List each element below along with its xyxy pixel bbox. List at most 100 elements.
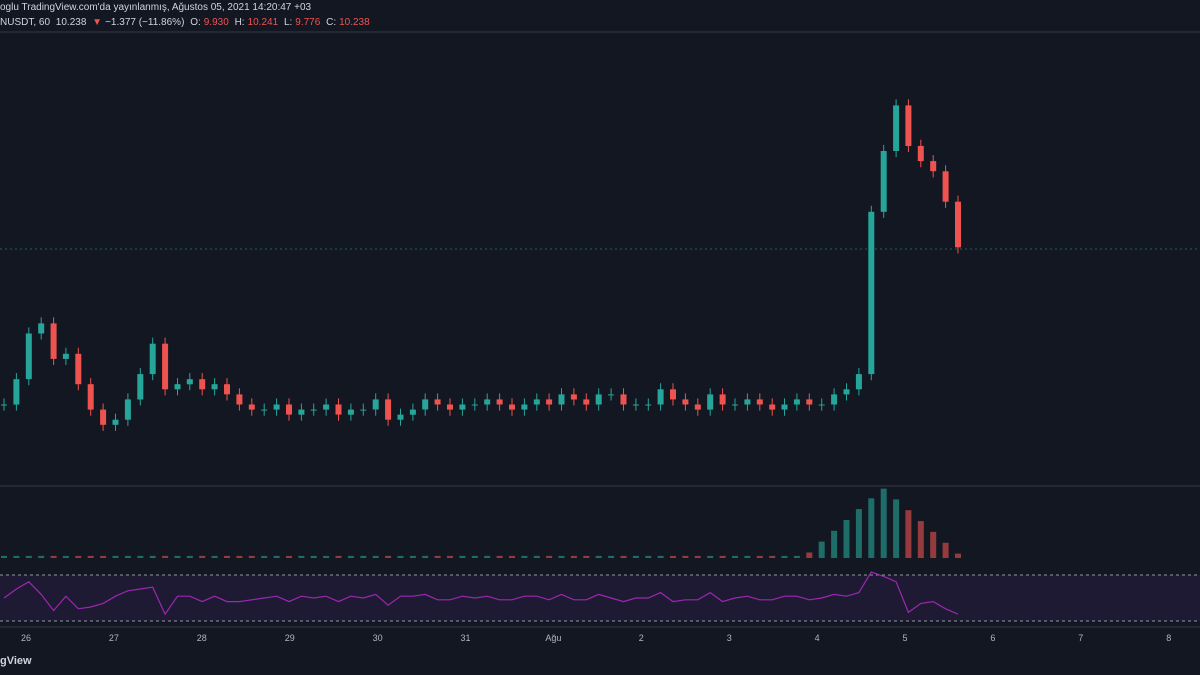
volume-bar xyxy=(880,488,887,558)
volume-bar xyxy=(831,530,838,558)
volume-bar xyxy=(25,555,32,558)
volume-bar xyxy=(570,555,577,558)
volume-bar xyxy=(162,555,169,558)
volume-bar xyxy=(224,555,230,558)
x-tick-label: 26 xyxy=(21,633,31,643)
volume-bar xyxy=(868,498,875,558)
ohlc-legend: NUSDT, 60 10.238 ▼ −1.377 (−11.86%) O: 9.9… xyxy=(0,17,373,31)
x-tick-label: Ağu xyxy=(545,633,561,643)
candle-body xyxy=(645,404,652,406)
candle-body xyxy=(199,379,206,390)
candle-body xyxy=(174,384,181,390)
candle-body xyxy=(769,404,776,410)
publish-info: oglu TradingView.com'da yayınlanmış, Ağu… xyxy=(0,2,312,13)
time-axis: 26 27 28 29 30 31 Ağu 2 3 4 5 6 7 8 xyxy=(21,633,1171,643)
volume-bar xyxy=(422,555,429,558)
volume-bar xyxy=(137,555,144,558)
candle-body xyxy=(620,394,627,405)
volume-bar xyxy=(310,555,317,558)
x-tick-label: 28 xyxy=(197,633,207,643)
volume-bar xyxy=(546,555,553,558)
volume-bar xyxy=(905,510,912,558)
high-label: H: xyxy=(234,17,245,28)
candle-body xyxy=(248,404,255,410)
volume-bar xyxy=(75,555,82,558)
candle-body xyxy=(87,384,94,410)
candle-body xyxy=(806,399,813,405)
candle-body xyxy=(298,409,305,415)
volume-bar xyxy=(38,555,45,558)
volume-bar xyxy=(781,555,788,558)
candle-body xyxy=(372,399,379,410)
high-value: 10.241 xyxy=(247,17,279,28)
candle-body xyxy=(880,151,887,212)
volume-bar xyxy=(261,555,268,558)
volume-bar xyxy=(608,555,615,558)
x-tick-label: 4 xyxy=(815,633,820,643)
volume-bar xyxy=(657,555,664,558)
candle-body xyxy=(657,389,664,405)
candle-body xyxy=(347,409,354,415)
candle-body xyxy=(137,374,144,400)
volume-bar xyxy=(694,555,701,558)
candle-body xyxy=(670,389,676,400)
volume-bar xyxy=(496,555,503,558)
candle-body xyxy=(868,211,875,375)
candle-body xyxy=(360,409,367,411)
candle-body xyxy=(855,374,862,390)
volume-bar xyxy=(347,555,354,558)
volume-bar xyxy=(595,555,602,558)
candle-body xyxy=(756,399,763,405)
candle-body xyxy=(434,399,441,405)
volume-bar xyxy=(434,555,441,558)
volume-bar xyxy=(707,555,714,558)
volume-bar xyxy=(199,555,206,558)
low-value: 9.776 xyxy=(295,17,321,28)
volume-bar xyxy=(484,555,491,558)
open-label: O: xyxy=(190,17,201,28)
volume-bar xyxy=(112,555,119,558)
volume-bar xyxy=(942,542,949,558)
candle-body xyxy=(409,409,416,415)
x-tick-label: 7 xyxy=(1078,633,1083,643)
candle-body xyxy=(546,399,553,405)
candle-body xyxy=(62,353,69,359)
candle-body xyxy=(732,404,738,406)
candle-body xyxy=(521,404,528,410)
volume-bar xyxy=(236,555,243,558)
x-tick-label: 6 xyxy=(990,633,995,643)
candle-body xyxy=(793,399,800,405)
volume-bar xyxy=(409,555,416,558)
volume-bar xyxy=(682,555,689,558)
candle-body xyxy=(224,384,230,395)
x-tick-label: 5 xyxy=(902,633,907,643)
candle-body xyxy=(496,399,503,405)
candle-body xyxy=(484,399,491,405)
tradingview-brand: gView xyxy=(0,655,32,667)
candle-body xyxy=(632,404,639,406)
candle-body xyxy=(595,394,602,405)
close-label: C: xyxy=(326,17,337,28)
candle-body xyxy=(100,409,107,425)
candle-body xyxy=(459,404,466,410)
volume-bar xyxy=(732,555,738,558)
volume-bar xyxy=(533,555,540,558)
x-tick-label: 29 xyxy=(285,633,295,643)
candle-body xyxy=(831,394,838,405)
volume-bar xyxy=(670,555,676,558)
candle-body xyxy=(781,404,788,410)
candle-body xyxy=(471,404,478,406)
candle-body xyxy=(533,399,540,405)
candle-body xyxy=(211,384,218,390)
volume-bar xyxy=(769,555,776,558)
candle-body xyxy=(955,201,961,248)
change-value: −1.377 (−11.86%) xyxy=(105,17,185,28)
candle-body xyxy=(186,379,193,385)
candle-body xyxy=(13,379,20,405)
x-tick-label: 2 xyxy=(639,633,644,643)
candle-body xyxy=(694,404,701,410)
open-value: 9.930 xyxy=(203,17,229,28)
volume-bar xyxy=(124,555,131,558)
volume-bar xyxy=(756,555,763,558)
